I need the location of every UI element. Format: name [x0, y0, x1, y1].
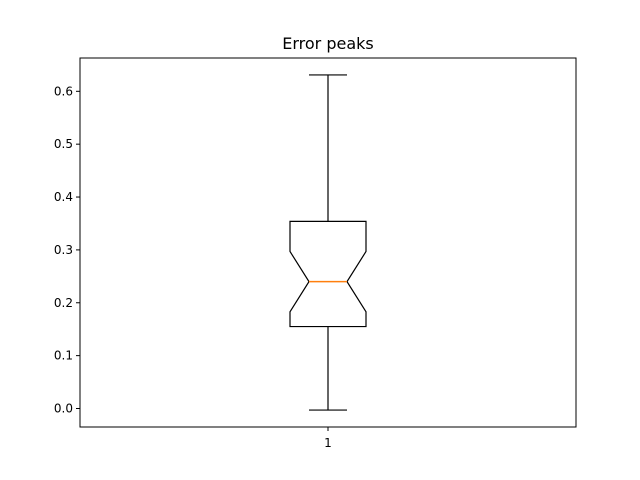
- y-tick-label: 0.1: [54, 349, 73, 363]
- y-tick-label: 0.5: [54, 137, 73, 151]
- y-tick-label: 0.3: [54, 243, 73, 257]
- plot-area-frame: [79, 57, 577, 428]
- chart-title: Error peaks: [282, 34, 374, 53]
- y-tick-label: 0.0: [54, 401, 73, 415]
- y-tick-label: 0.4: [54, 190, 73, 204]
- y-tick-label: 0.6: [54, 84, 73, 98]
- x-tick-label: 1: [324, 436, 332, 450]
- y-tick-label: 0.2: [54, 296, 73, 310]
- notched-box: [289, 220, 367, 328]
